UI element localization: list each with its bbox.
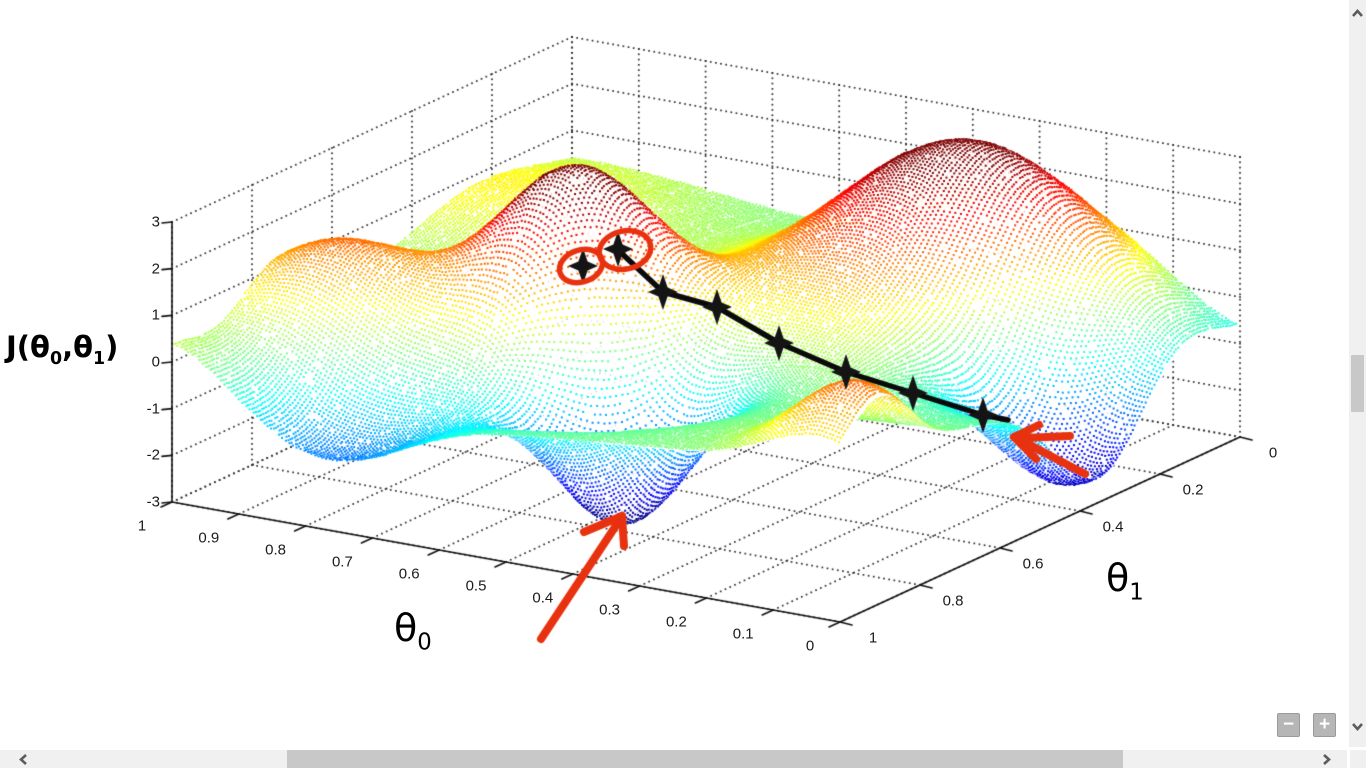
scroll-down-button[interactable] <box>1349 714 1366 740</box>
horizontal-scrollbar[interactable] <box>0 750 1347 768</box>
horizontal-scrollbar-thumb[interactable] <box>287 750 1123 768</box>
zoom-in-button[interactable]: + <box>1313 713 1336 737</box>
surface-plot-canvas <box>0 0 1348 749</box>
scroll-up-button[interactable] <box>1349 0 1366 26</box>
vertical-scrollbar[interactable] <box>1349 0 1366 747</box>
chevron-right-icon <box>1323 753 1331 766</box>
chevron-left-icon <box>19 753 27 766</box>
scroll-right-button[interactable] <box>1312 750 1342 768</box>
zoom-controls: − + <box>1277 713 1336 737</box>
scrollbar-corner <box>1350 750 1366 768</box>
chevron-down-icon <box>1351 723 1364 731</box>
plot-content: J(θ0,θ1) θ0 θ1 1 0.9 0.8 0.7 0.6 0.5 0.4 0.3 0.2… <box>0 0 1348 749</box>
scroll-left-button[interactable] <box>8 750 38 768</box>
vertical-scrollbar-thumb[interactable] <box>1351 355 1364 412</box>
chevron-up-icon <box>1351 9 1364 17</box>
zoom-out-button[interactable]: − <box>1277 713 1300 737</box>
